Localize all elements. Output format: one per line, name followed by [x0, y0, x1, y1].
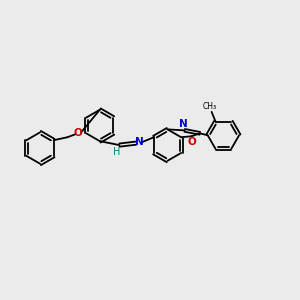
Text: CH₃: CH₃ [202, 103, 217, 112]
Text: O: O [187, 137, 196, 147]
Text: N: N [179, 119, 188, 130]
Text: N: N [135, 137, 143, 147]
Text: O: O [74, 128, 82, 138]
Text: H: H [113, 147, 120, 157]
